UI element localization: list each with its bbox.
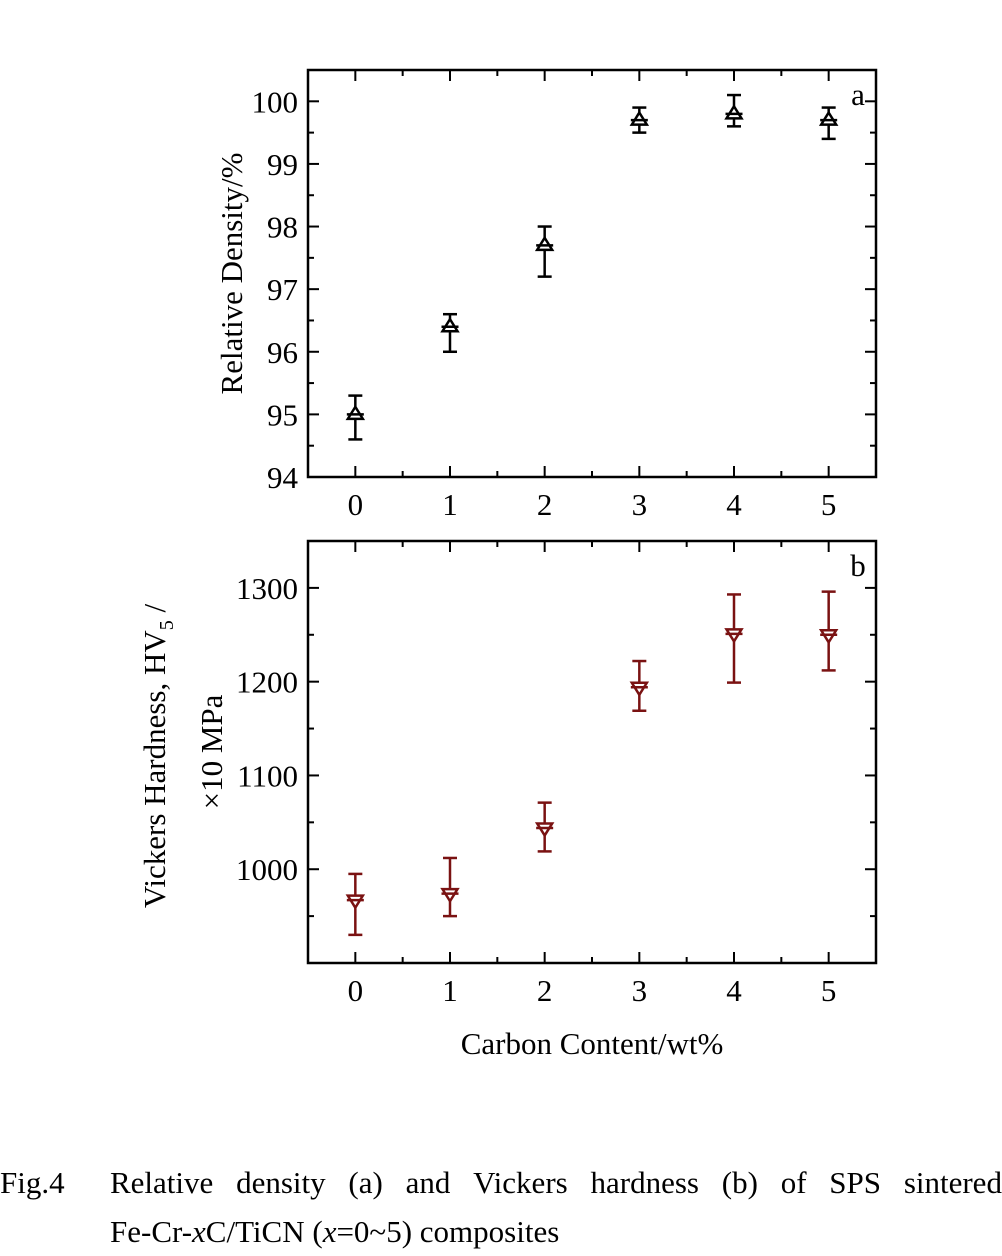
marker — [345, 404, 366, 421]
x-tick-label: 2 — [537, 973, 553, 1008]
caption-word: of — [780, 1165, 807, 1200]
y-axis-label: Relative Density/% — [214, 153, 249, 395]
y-axis-label-main: Vickers Hardness, HV — [137, 630, 172, 909]
caption-word: (a) — [348, 1165, 383, 1200]
y-tick-label: 1200 — [236, 665, 298, 700]
caption-word: SPS — [829, 1165, 882, 1200]
y-axis-label-suffix: / — [137, 603, 172, 620]
caption-word: (b) — [721, 1165, 758, 1200]
data-point — [724, 93, 744, 128]
marker — [818, 629, 839, 645]
y-tick-label: 99 — [267, 147, 298, 182]
y-tick-label: 1100 — [237, 758, 298, 793]
caption-word: hardness — [590, 1165, 699, 1200]
caption-italic-x: x — [192, 1214, 206, 1249]
x-tick-label: 5 — [821, 973, 837, 1008]
panel-label: b — [850, 548, 866, 583]
figure: 0 1 2 3 4 5 94 95 96 97 98 99 100 a Relative Density/%… — [137, 68, 878, 1061]
caption-part: C/TiCN ( — [205, 1214, 323, 1249]
caption-line-1: Fig.4 Relative density (a) and Vickers hardne… — [0, 1158, 1002, 1207]
caption-part: Fe-Cr- — [110, 1214, 193, 1249]
x-tick-label: 2 — [537, 487, 553, 522]
x-tick-label: 1 — [442, 487, 458, 522]
x-tick-label: 4 — [726, 487, 742, 522]
caption-italic-x: x — [322, 1214, 337, 1249]
caption-word: and — [405, 1165, 451, 1200]
marker — [818, 110, 839, 126]
marker — [440, 316, 460, 333]
figure-caption: Fig.4 Relative density (a) and Vickers hardne… — [0, 1158, 1002, 1256]
plot-frame — [306, 539, 878, 965]
marker — [724, 628, 744, 644]
y-tick-label: 98 — [267, 210, 298, 245]
x-tick-label: 5 — [821, 487, 837, 522]
marker — [534, 235, 555, 252]
marker — [629, 681, 650, 698]
data-point — [818, 590, 839, 672]
data-point — [818, 106, 839, 141]
data-point — [440, 856, 460, 918]
caption-word: sintered — [903, 1165, 1002, 1200]
marker — [629, 110, 650, 126]
y-tick-label: 97 — [267, 272, 298, 307]
data-point — [440, 312, 460, 354]
marker — [440, 887, 460, 904]
y-tick-label: 95 — [267, 397, 298, 432]
chart-panel-a: 0 1 2 3 4 5 94 95 96 97 98 99 100 a Relative Density/% — [214, 68, 878, 522]
panel-label: a — [851, 77, 865, 112]
y-tick-label: 100 — [252, 84, 299, 119]
marker — [345, 894, 366, 911]
data-point — [534, 225, 555, 278]
marker — [534, 822, 555, 838]
caption-text-line-1: Relative density (a) and Vickers hardness (b) o… — [110, 1158, 1002, 1207]
y-axis-label-subscript: 5 — [156, 620, 178, 630]
caption-number: Fig.4 — [0, 1165, 65, 1200]
data-point — [629, 659, 650, 712]
x-tick-label: 3 — [632, 973, 648, 1008]
data-point — [345, 872, 366, 937]
data-point — [345, 394, 366, 441]
caption-word: density — [236, 1165, 326, 1200]
y-tick-label: 94 — [267, 460, 299, 495]
y-axis-label-line-2: ×10 MPa — [194, 694, 229, 809]
x-axis-label: Carbon Content/wt% — [461, 1026, 724, 1061]
caption-word: Relative — [110, 1165, 214, 1200]
data-point — [724, 593, 744, 684]
y-axis-label-line-1: Vickers Hardness, HV5 / — [137, 603, 178, 908]
x-tick-label: 0 — [348, 973, 364, 1008]
x-tick-label: 3 — [632, 487, 648, 522]
data-point — [534, 801, 555, 853]
y-tick-label: 1000 — [236, 852, 298, 887]
caption-word: Vickers — [473, 1165, 568, 1200]
x-tick-label: 1 — [442, 973, 458, 1008]
chart-panel-b: 0 1 2 3 4 5 1000 1100 1200 1300 b Vickers Hardness,… — [137, 539, 878, 1061]
caption-part: =0~5) composites — [336, 1214, 560, 1249]
marker — [724, 103, 744, 120]
data-point — [629, 106, 650, 134]
x-tick-label: 4 — [726, 973, 742, 1008]
y-tick-label: 96 — [267, 335, 298, 370]
x-tick-label: 0 — [348, 487, 364, 522]
caption-line-2: Fe-Cr-xC/TiCN (x=0~5) composites — [0, 1207, 1002, 1256]
y-tick-label: 1300 — [236, 571, 298, 606]
plot-frame — [306, 68, 878, 479]
